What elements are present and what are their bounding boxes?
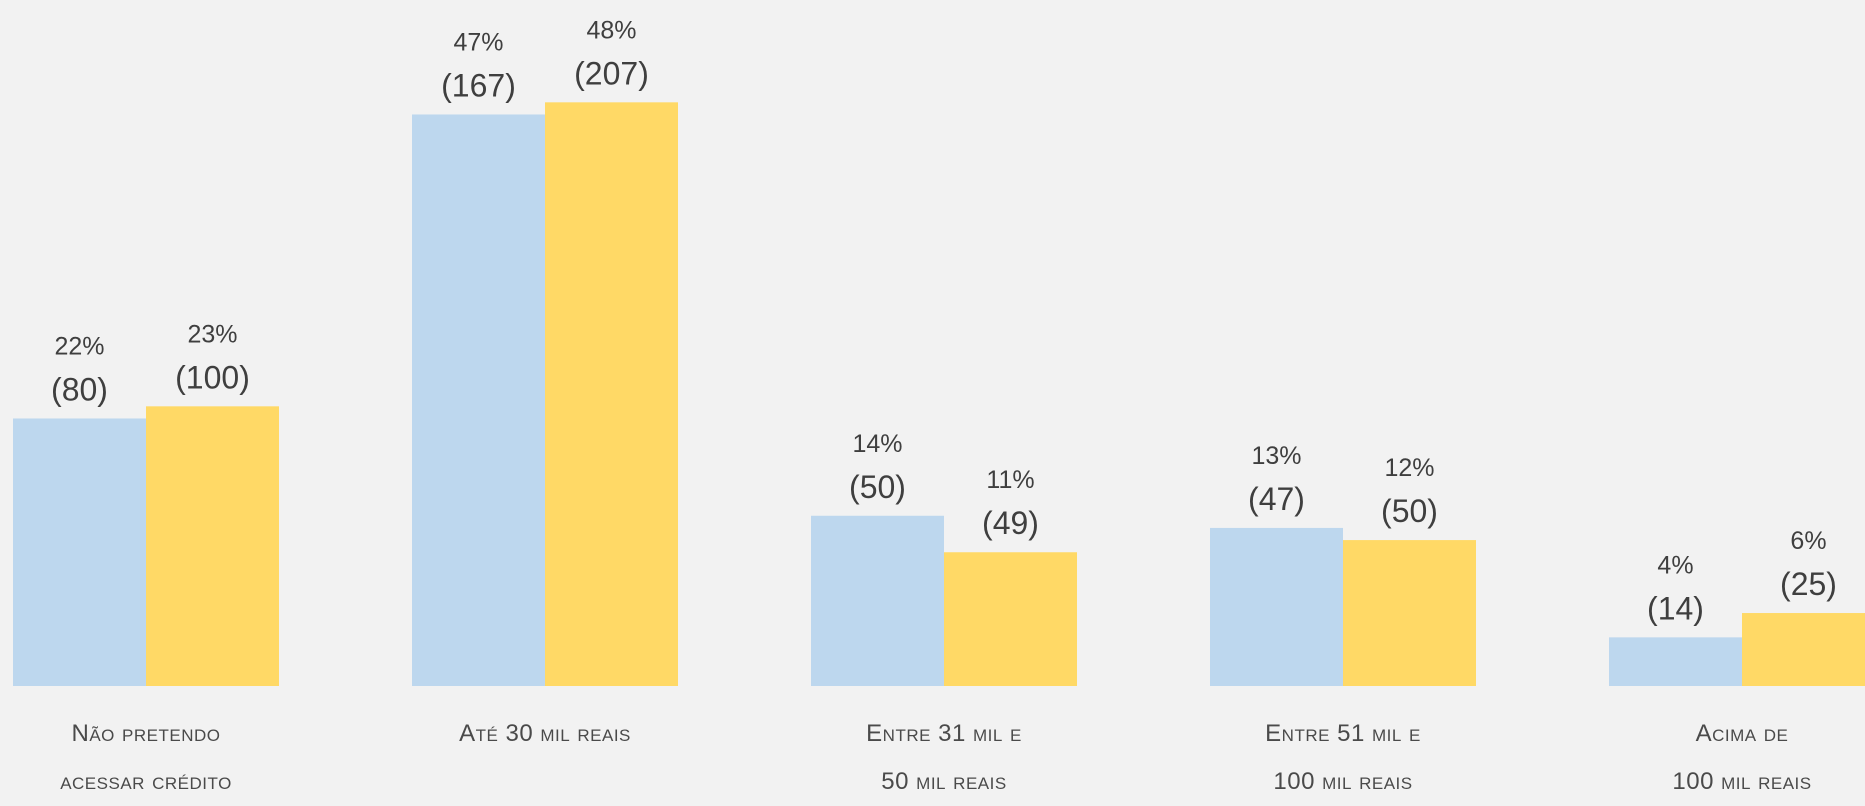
count-label-0-series-1: (100) <box>175 359 250 395</box>
percent-label-1-series-1: 48% <box>586 16 636 44</box>
percent-label-4-series-0: 4% <box>1657 551 1693 579</box>
bar-1-series-1 <box>545 102 678 686</box>
category-label-line: Entre 51 mil e <box>1265 720 1421 747</box>
percent-label-2-series-0: 14% <box>852 430 902 458</box>
category-label-line: Não pretendo <box>71 720 221 747</box>
bar-1-series-0 <box>412 114 545 687</box>
count-label-2-series-1: (49) <box>982 505 1039 541</box>
count-label-0-series-0: (80) <box>51 371 108 407</box>
bar-3-series-1 <box>1343 540 1476 686</box>
category-label-line: 100 mil reais <box>1672 768 1812 795</box>
bar-2-series-0 <box>811 515 944 686</box>
count-label-4-series-0: (14) <box>1647 590 1704 626</box>
count-label-1-series-1: (207) <box>574 55 649 91</box>
count-label-4-series-1: (25) <box>1780 566 1837 602</box>
bar-0-series-0 <box>13 418 146 686</box>
count-label-1-series-0: (167) <box>441 67 516 103</box>
category-label-3: Entre 51 mil e 100 mil reais <box>1193 710 1493 806</box>
bar-0-series-1 <box>146 406 279 686</box>
category-label-line: Até 30 mil reais <box>459 720 631 747</box>
category-label-line: Acima de <box>1695 720 1789 747</box>
bar-2-series-1 <box>944 552 1077 686</box>
count-label-3-series-0: (47) <box>1248 481 1305 517</box>
category-label-0: Não pretendo acessar crédito <box>0 710 296 806</box>
count-label-2-series-0: (50) <box>849 469 906 505</box>
percent-label-4-series-1: 6% <box>1790 527 1826 555</box>
percent-label-0-series-1: 23% <box>187 320 237 348</box>
percent-label-1-series-0: 47% <box>453 28 503 56</box>
category-label-line: 100 mil reais <box>1273 768 1413 795</box>
category-label-line: Entre 31 mil e <box>866 720 1022 747</box>
percent-label-2-series-1: 11% <box>986 466 1034 494</box>
category-label-1: Até 30 mil reais <box>395 710 695 758</box>
count-label-3-series-1: (50) <box>1381 493 1438 529</box>
percent-label-3-series-0: 13% <box>1251 442 1301 470</box>
percent-label-0-series-0: 22% <box>54 332 104 360</box>
category-label-line: 50 mil reais <box>881 768 1007 795</box>
category-label-line: acessar crédito <box>60 768 232 795</box>
category-label-2: Entre 31 mil e 50 mil reais <box>794 710 1094 806</box>
bar-4-series-0 <box>1609 637 1742 686</box>
bar-3-series-0 <box>1210 527 1343 686</box>
category-label-4: Acima de 100 mil reais <box>1592 710 1865 806</box>
bar-4-series-1 <box>1742 613 1865 686</box>
percent-label-3-series-1: 12% <box>1384 454 1434 482</box>
